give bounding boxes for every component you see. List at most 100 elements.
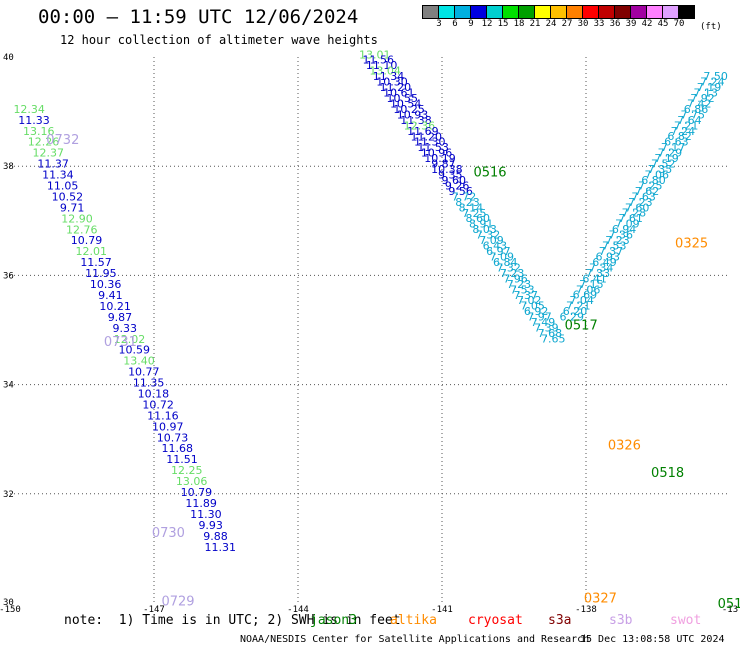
wave-height-value: 9.93 bbox=[198, 519, 223, 532]
wave-height-value: 8.91 bbox=[469, 218, 494, 231]
wave-height-value: 12.76 bbox=[66, 223, 98, 236]
track-labels: 0732 0731 0730 0729 0516 0517 0518 051 0325 0326 0… bbox=[46, 133, 740, 612]
wave-height-value: 7.23 bbox=[500, 267, 525, 280]
wave-height-value: 6.63 bbox=[664, 136, 689, 149]
footer-credit: NOAA/NESDIS Center for Satellite Applica… bbox=[240, 634, 590, 645]
legend-ticks: 3 6 9 12 15 18 21 24 27 30 33 36 39 42 45 70 bbox=[431, 19, 694, 29]
satellite-s3b: s3b bbox=[609, 613, 633, 628]
wave-height-value: 13.16 bbox=[23, 125, 55, 138]
wave-height-value: 7.13 bbox=[694, 87, 719, 100]
wave-height-value: 6.69 bbox=[573, 289, 598, 302]
wave-height-value: 12.25 bbox=[171, 464, 203, 477]
legend-tick: 3 bbox=[436, 19, 442, 29]
wave-height-value: 10.79 bbox=[181, 486, 213, 499]
wave-height-value: 11.34 bbox=[42, 169, 74, 182]
legend-tick: 42 bbox=[641, 19, 653, 29]
wave-height-value: 7.97 bbox=[527, 311, 552, 324]
wave-height-value: 7.60 bbox=[625, 201, 650, 214]
wave-height-value: 10.25 bbox=[393, 103, 425, 116]
y-tick-label: 38 bbox=[3, 162, 14, 172]
wave-height-value: 7.06 bbox=[645, 168, 670, 181]
wave-height-value: 13.06 bbox=[176, 475, 208, 488]
track-time-label: 0730 bbox=[152, 526, 185, 541]
wave-height-value: 9.33 bbox=[112, 322, 137, 335]
x-tick-label: -141 bbox=[431, 605, 453, 615]
wave-height-value: 10.36 bbox=[90, 278, 122, 291]
wave-height-value: 7.37 bbox=[514, 289, 539, 302]
wave-height-value: 8.60 bbox=[466, 212, 491, 225]
legend-swatch bbox=[438, 5, 455, 19]
legend-swatch bbox=[454, 5, 471, 19]
wave-height-value: 7.64 bbox=[677, 114, 702, 127]
wave-height-value: 7.23 bbox=[507, 278, 532, 291]
satellite-swot: swot bbox=[670, 613, 702, 628]
legend-unit: (ft) bbox=[700, 22, 722, 32]
satellite-s3a: s3a bbox=[548, 613, 572, 628]
wave-height-value: 12.02 bbox=[114, 333, 146, 346]
track-time-label: 0517 bbox=[565, 319, 598, 334]
wave-height-value: 7.28 bbox=[622, 207, 647, 220]
wave-height-value: 7.68 bbox=[538, 327, 563, 340]
wave-height-value: 11.57 bbox=[80, 256, 112, 269]
legend-tick: 39 bbox=[625, 19, 637, 29]
wave-height-value: 13.40 bbox=[123, 355, 155, 368]
wave-height-value: 13.04 bbox=[369, 65, 401, 78]
legend-tick: 30 bbox=[577, 19, 589, 29]
wave-height-value: 7.63 bbox=[631, 190, 656, 203]
legend-swatch bbox=[630, 5, 647, 19]
x-tick-label: -150 bbox=[0, 605, 21, 615]
legend-swatch bbox=[646, 5, 663, 19]
legend-tick: 36 bbox=[609, 19, 621, 29]
legend-swatch bbox=[422, 5, 439, 19]
wave-height-value: 11.35 bbox=[133, 377, 165, 390]
wave-height-value: 11.69 bbox=[407, 125, 439, 138]
wave-height-value: 9.71 bbox=[60, 201, 85, 214]
track-time-label: 0326 bbox=[608, 439, 641, 454]
legend-tick: 70 bbox=[673, 19, 685, 29]
wave-height-value: 7.29 bbox=[658, 147, 683, 160]
wave-height-value: 7.02 bbox=[517, 294, 542, 307]
wave-height-value: 9.87 bbox=[431, 158, 456, 171]
legend-tick: 21 bbox=[529, 19, 541, 29]
wave-height-value: 7.50 bbox=[703, 70, 728, 83]
wave-height-value: 6.86 bbox=[684, 103, 709, 116]
wave-height-value: 7.17 bbox=[661, 141, 686, 154]
wave-height-value: 11.51 bbox=[166, 453, 198, 466]
x-tick-label: -13 bbox=[722, 605, 738, 615]
x-tick-label: -138 bbox=[575, 605, 597, 615]
wave-height-value: 7.34 bbox=[589, 261, 614, 274]
legend-tick: 33 bbox=[593, 19, 605, 29]
wave-height-value: 10.55 bbox=[387, 92, 419, 105]
wave-height-value: 9.56 bbox=[448, 185, 473, 198]
legend-tick: 12 bbox=[481, 19, 493, 29]
wave-height-value: 7.49 bbox=[531, 316, 556, 329]
legend-swatch bbox=[502, 5, 519, 19]
legend-swatch bbox=[486, 5, 503, 19]
wave-height-value: 7.92 bbox=[690, 92, 715, 105]
wave-height-value: 6.41 bbox=[582, 272, 607, 285]
wave-height-value: 7.33 bbox=[586, 267, 611, 280]
wave-height-value: 11.37 bbox=[37, 158, 69, 171]
wave-height-value: 12.01 bbox=[76, 245, 108, 258]
wave-height-value: 10.38 bbox=[431, 163, 463, 176]
legend-swatch bbox=[518, 5, 535, 19]
legend-tick: 24 bbox=[545, 19, 557, 29]
wave-height-value: 7.32 bbox=[496, 261, 521, 274]
x-tick-label: -147 bbox=[143, 605, 165, 615]
chart-title: 00:00 – 11:59 UTC 12/06/2024 bbox=[38, 6, 359, 28]
wave-height-value: 7.21 bbox=[566, 300, 591, 313]
wave-height-value: 6.92 bbox=[524, 305, 549, 318]
satellite-jason3: jason3 bbox=[310, 613, 357, 628]
wave-height-value: 8.23 bbox=[455, 196, 480, 209]
wave-height-value: 11.89 bbox=[185, 497, 217, 510]
wave-height-value: 12.34 bbox=[13, 103, 45, 116]
wave-height-value: 7.04 bbox=[569, 294, 594, 307]
wave-height-value: 6.20 bbox=[563, 305, 588, 318]
wave-height-value: 7.53 bbox=[602, 240, 627, 253]
wave-height-value: 7.72 bbox=[452, 190, 477, 203]
legend-tick: 45 bbox=[657, 19, 669, 29]
wave-height-value: 7.09 bbox=[615, 218, 640, 231]
wave-height-value: 7.06 bbox=[576, 283, 601, 296]
wave-height-value: 11.31 bbox=[204, 541, 236, 554]
